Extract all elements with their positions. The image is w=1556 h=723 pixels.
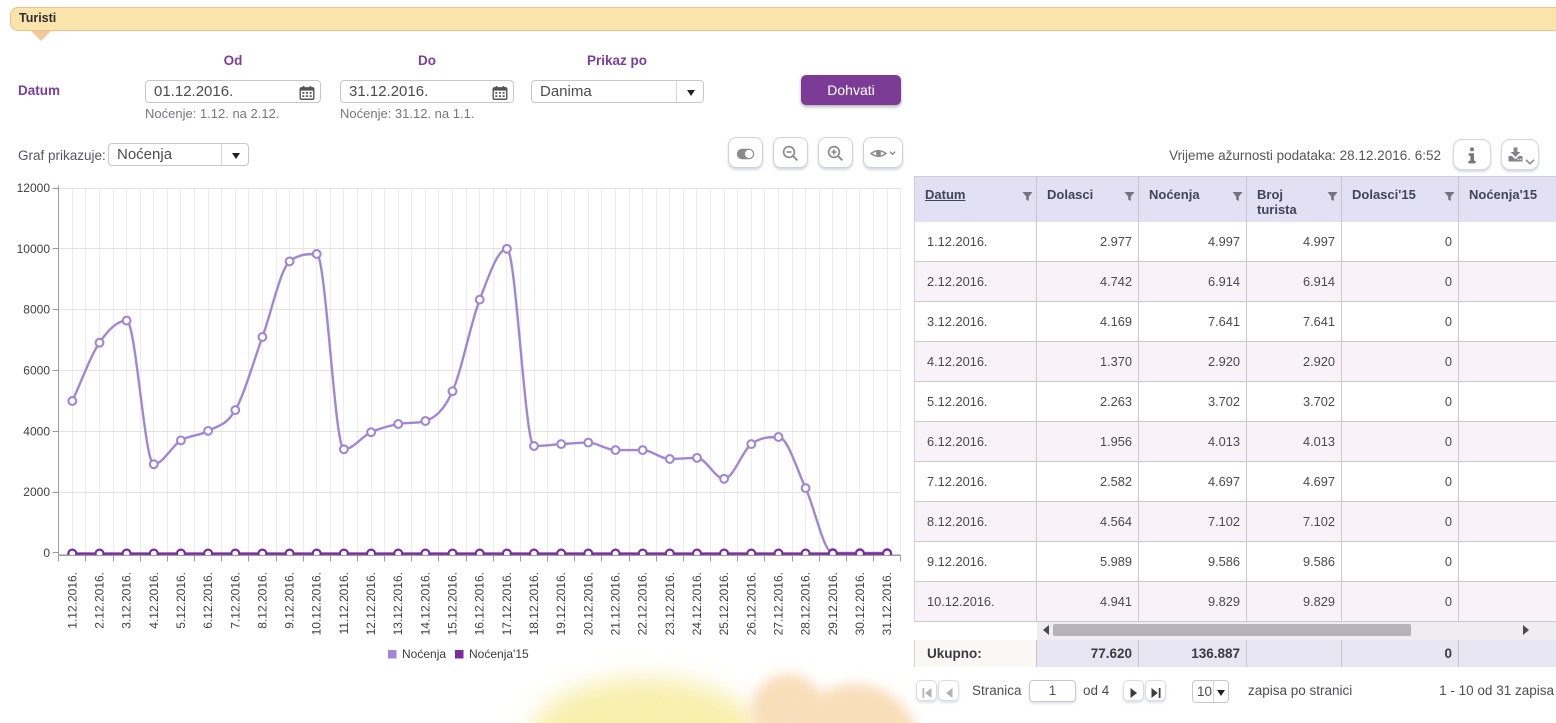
svg-text:12000: 12000 [17, 181, 51, 195]
svg-text:6.12.2016.: 6.12.2016. [201, 572, 215, 629]
svg-text:10.12.2016.: 10.12.2016. [310, 572, 324, 635]
svg-text:18.12.2016.: 18.12.2016. [527, 572, 541, 635]
svg-text:30.12.2016.: 30.12.2016. [853, 572, 867, 635]
svg-text:31.12.2016.: 31.12.2016. [880, 572, 894, 635]
svg-text:5.12.2016.: 5.12.2016. [174, 572, 188, 629]
svg-text:19.12.2016.: 19.12.2016. [554, 572, 568, 635]
svg-text:11.12.2016.: 11.12.2016. [337, 572, 351, 635]
svg-text:9.12.2016.: 9.12.2016. [283, 572, 297, 629]
svg-text:29.12.2016.: 29.12.2016. [826, 572, 840, 635]
svg-text:12.12.2016.: 12.12.2016. [364, 572, 378, 635]
svg-text:26.12.2016.: 26.12.2016. [744, 572, 758, 635]
svg-text:21.12.2016.: 21.12.2016. [609, 572, 623, 635]
svg-text:8.12.2016.: 8.12.2016. [255, 572, 269, 629]
svg-text:Noćenja: Noćenja [402, 647, 446, 661]
svg-text:22.12.2016.: 22.12.2016. [636, 572, 650, 635]
svg-text:4000: 4000 [23, 424, 50, 438]
svg-text:28.12.2016.: 28.12.2016. [799, 572, 813, 635]
svg-text:14.12.2016.: 14.12.2016. [418, 572, 432, 635]
svg-text:10000: 10000 [17, 242, 51, 256]
svg-text:8000: 8000 [23, 303, 50, 317]
svg-text:13.12.2016.: 13.12.2016. [391, 572, 405, 635]
svg-text:2.12.2016.: 2.12.2016. [93, 572, 107, 629]
svg-text:25.12.2016.: 25.12.2016. [717, 572, 731, 635]
svg-text:24.12.2016.: 24.12.2016. [690, 572, 704, 635]
svg-text:1.12.2016.: 1.12.2016. [65, 572, 79, 629]
svg-text:0: 0 [43, 546, 50, 560]
svg-text:3.12.2016.: 3.12.2016. [120, 572, 134, 629]
svg-text:17.12.2016.: 17.12.2016. [500, 572, 514, 635]
svg-text:23.12.2016.: 23.12.2016. [663, 572, 677, 635]
svg-text:7.12.2016.: 7.12.2016. [228, 572, 242, 629]
svg-text:20.12.2016.: 20.12.2016. [581, 572, 595, 635]
svg-text:6000: 6000 [23, 364, 50, 378]
svg-text:16.12.2016.: 16.12.2016. [473, 572, 487, 635]
svg-text:15.12.2016.: 15.12.2016. [446, 572, 460, 635]
svg-text:27.12.2016.: 27.12.2016. [772, 572, 786, 635]
svg-text:2000: 2000 [23, 485, 50, 499]
svg-text:Noćenja'15: Noćenja'15 [469, 647, 529, 661]
svg-text:4.12.2016.: 4.12.2016. [147, 572, 161, 629]
